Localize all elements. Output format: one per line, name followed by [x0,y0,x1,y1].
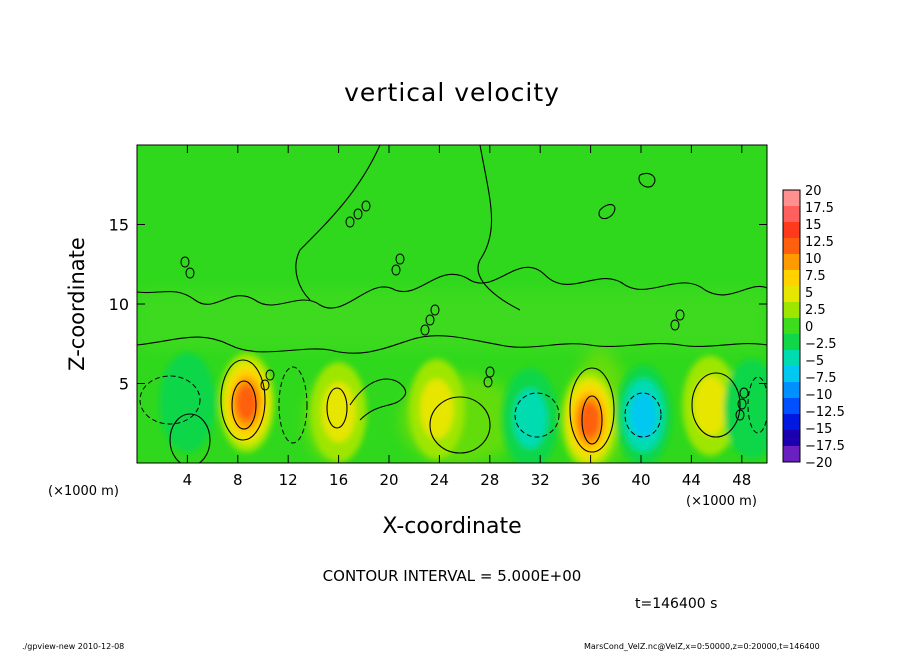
time-label: t=146400 s [635,596,718,612]
colorbar-label-0: 20 [805,184,822,199]
y-tick-label-15: 15 [109,216,129,235]
colorbar-frame [782,189,801,463]
x-tick-label-28: 28 [480,471,499,489]
colorbar-swatch-0 [783,190,800,206]
x-unit-left: (×1000 m) [48,484,119,499]
colorbar-label-7: 2.5 [805,303,826,318]
colorbar-label-15: −17.5 [805,439,845,454]
y-tick-label-5: 5 [119,375,129,394]
data-cell-4-level-1 [321,382,356,443]
colorbar-label-16: −20 [805,456,832,471]
y-tick-label-10: 10 [109,295,129,314]
footer-left: ./gpview-new 2010-12-08 [22,642,125,651]
footer-right: MarsCond_VelZ.nc@VelZ,x=0:50000,z=0:2000… [584,642,820,651]
colorbar-swatch-14 [783,414,800,430]
colorbar-label-8: 0 [805,320,813,335]
data-cell-5-level-0 [159,352,216,453]
colorbar-swatch-5 [783,270,800,286]
data-cell-2-level-1 [419,378,454,439]
chart-title: vertical velocity [344,78,560,107]
colorbar-label-9: −2.5 [805,337,837,352]
contour-labels [180,200,749,421]
x-tick-label-36: 36 [581,471,600,489]
colorbar-label-10: −5 [805,354,824,369]
colorbar-swatch-1 [783,206,800,222]
colorbar-label-4: 10 [805,252,822,267]
x-tick-label-4: 4 [183,471,193,489]
colorbar: 20 17.5 15 12.5 10 7.5 5 2.5 0 −2.5 −5 −7.5 −10 −12.5… [782,184,845,471]
colorbar-label-5: 7.5 [805,269,826,284]
x-tick-label-12: 12 [279,471,298,489]
x-axis-label: X-coordinate [382,514,522,539]
colorbar-label-12: −10 [805,388,832,403]
y-axis-label: Z-coordinate [65,237,89,371]
contour-interval: CONTOUR INTERVAL = 5.000E+00 [322,567,582,585]
data-cell-3-level-1 [693,375,728,436]
colorbar-label-1: 17.5 [805,201,834,216]
data-cell-1-level-4 [578,402,600,439]
colorbar-swatch-3 [783,238,800,254]
data-cell-6-level-1 [513,388,548,449]
x-tick-label-40: 40 [631,471,650,489]
colorbar-swatch-16 [783,446,800,462]
x-tick-label-24: 24 [430,471,449,489]
colorbar-swatch-12 [783,382,800,398]
x-tick-label-16: 16 [329,471,348,489]
colorbar-swatch-10 [783,350,800,366]
colorbar-swatch-8 [783,318,800,334]
data-cell-8-level-0 [723,358,767,459]
colorbar-swatch-15 [783,430,800,446]
colorbar-label-3: 12.5 [805,235,834,250]
colorbar-swatch-7 [783,302,800,318]
y-axis: 5 10 15 [109,216,767,394]
colorbar-label-2: 15 [805,218,822,233]
colorbar-swatch-9 [783,334,800,350]
colorbar-label-6: 5 [805,286,813,301]
colorbar-label-14: −15 [805,422,832,437]
x-tick-label-20: 20 [379,471,398,489]
colorbar-label-13: −12.5 [805,405,845,420]
x-tick-label-32: 32 [531,471,550,489]
colorbar-swatch-6 [783,286,800,302]
data-cell-7-level-2 [630,391,657,439]
colorbar-swatch-11 [783,366,800,382]
x-tick-label-48: 48 [732,471,751,489]
colorbar-swatch-13 [783,398,800,414]
contour-lines [137,145,767,463]
x-tick-label-8: 8 [233,471,243,489]
x-tick-label-44: 44 [682,471,701,489]
x-axis: 4 8 12 16 20 24 28 32 36 40 44 48 [183,145,751,489]
colorbar-swatch-4 [783,254,800,270]
data-cell-0-level-4 [236,384,258,421]
x-unit-right: (×1000 m) [686,494,757,509]
colorbar-swatch-2 [783,222,800,238]
colorbar-label-11: −7.5 [805,371,837,386]
negative-contours [139,366,767,444]
